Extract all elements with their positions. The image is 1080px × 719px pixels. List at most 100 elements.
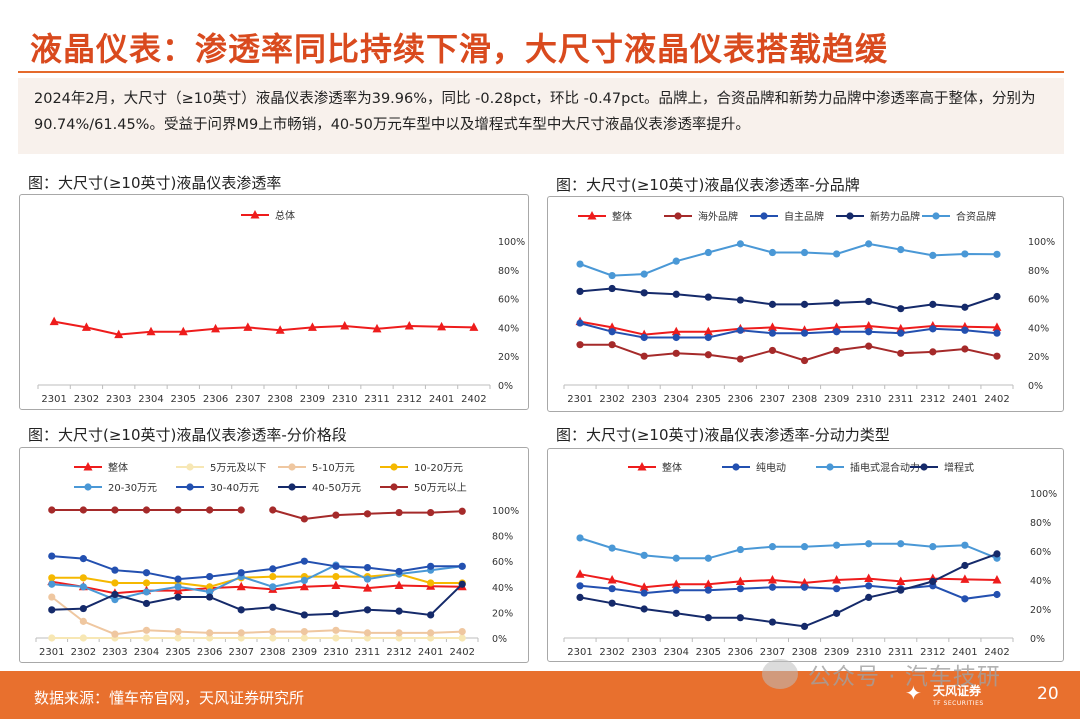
series-合资品牌	[576, 240, 1001, 280]
data-point	[833, 541, 841, 549]
series-整体	[575, 316, 1002, 339]
series-line	[579, 573, 998, 589]
data-point	[961, 303, 969, 311]
data-point	[142, 599, 151, 608]
data-point	[142, 579, 151, 587]
data-point	[395, 634, 403, 642]
data-point	[993, 329, 1001, 337]
data-point	[332, 634, 340, 642]
data-point	[300, 611, 308, 619]
series-海外品牌	[576, 341, 1001, 365]
x-tick-label: 2301	[41, 394, 66, 405]
legend-item: 合资品牌	[922, 210, 996, 223]
series-30-40万元	[48, 552, 466, 583]
data-point	[300, 634, 308, 642]
data-point	[960, 574, 970, 583]
data-point	[833, 609, 841, 617]
data-point	[142, 588, 151, 596]
data-point	[864, 320, 874, 330]
data-point	[363, 583, 372, 592]
legend-marker	[760, 212, 768, 220]
data-point	[332, 610, 340, 618]
chart-title-by-powertrain: 图：大尺寸(≥10英寸)液晶仪表渗透率-分动力类型	[556, 426, 890, 444]
y-tick-label: 20%	[1030, 605, 1051, 616]
data-point	[768, 618, 777, 626]
data-point	[800, 543, 809, 551]
y-tick-label: 20%	[498, 352, 519, 363]
legend-item: 新势力品牌	[836, 210, 920, 223]
data-point	[608, 544, 616, 552]
data-point	[404, 320, 414, 330]
data-point	[735, 576, 745, 585]
data-point	[332, 626, 340, 634]
footer-bar: 数据来源：懂车帝官网，天风证券研究所 20	[0, 671, 1080, 719]
legend-marker	[637, 462, 647, 471]
data-point	[897, 540, 905, 548]
data-point	[640, 270, 648, 278]
x-tick-label: 2401	[429, 394, 454, 405]
x-tick-label: 2312	[397, 394, 422, 405]
data-point	[897, 349, 905, 357]
legend-label: 整体	[108, 461, 128, 474]
data-point	[736, 614, 744, 622]
series-line	[51, 555, 463, 581]
data-point	[640, 589, 648, 597]
x-tick-label: 2307	[235, 394, 260, 405]
data-point	[864, 573, 874, 583]
data-point	[427, 579, 435, 587]
data-point	[896, 323, 906, 333]
x-tick-label: 2309	[824, 394, 849, 405]
data-point	[929, 543, 937, 551]
series-line	[579, 584, 998, 600]
data-point	[768, 329, 777, 337]
data-point	[672, 349, 680, 357]
chart-panel-by-powertrain: 整体 纯电动 插电式混合动力 增程式 2301 2302 2303 2304 2305 2306 2…	[547, 448, 1064, 662]
y-tick-label: 0%	[1028, 381, 1043, 392]
chart-panel-by-brand: 整体 海外品牌 自主品牌 新势力品牌 合资品牌 2301 2302 2303 2304 2305 2…	[547, 196, 1064, 412]
summary-text: 2024年2月，大尺寸（≥10英寸）液晶仪表渗透率为39.96%，同比 -0.2…	[34, 91, 1036, 133]
data-point	[372, 323, 382, 333]
x-tick-label: 2301	[567, 394, 592, 405]
data-point	[206, 583, 214, 591]
data-point	[300, 515, 308, 523]
data-point	[79, 617, 87, 625]
legend-item: 整体	[628, 461, 682, 474]
data-point	[363, 510, 372, 518]
data-point	[269, 565, 277, 573]
data-point	[437, 321, 447, 331]
data-point	[865, 240, 873, 248]
series-5万元及以下	[48, 634, 466, 642]
data-point	[736, 326, 744, 334]
data-point	[576, 319, 584, 327]
data-point	[704, 351, 712, 359]
chart-panel-by-price: 整体 5万元及以下 5-10万元 10-20万元 20-30万元 30-40万元 40-50…	[19, 447, 529, 663]
data-point	[111, 590, 119, 599]
y-tick-label: 60%	[1030, 547, 1051, 558]
data-point	[897, 246, 905, 254]
data-point	[833, 299, 841, 307]
data-point	[704, 614, 712, 622]
x-tick-label: 2309	[824, 647, 849, 658]
x-tick-label: 2303	[102, 647, 127, 658]
legend-item: 海外品牌	[664, 210, 738, 223]
x-tick-label: 2302	[599, 394, 624, 405]
legend-item: 纯电动	[722, 461, 786, 474]
data-point	[576, 341, 584, 349]
x-tick-label: 2304	[138, 394, 163, 405]
data-point	[672, 290, 680, 298]
x-tick-label: 2305	[165, 647, 190, 658]
x-tick-label: 2309	[300, 394, 325, 405]
chart-title-overall: 图：大尺寸(≥10英寸)液晶仪表渗透率	[28, 174, 282, 192]
legend-item: 10-20万元	[380, 463, 463, 474]
data-point	[767, 575, 777, 584]
data-point	[111, 506, 119, 514]
data-point	[299, 581, 309, 591]
data-point	[576, 287, 584, 295]
data-point	[363, 564, 372, 572]
data-point	[640, 289, 648, 297]
series-line	[51, 580, 463, 595]
x-tick-label: 2301	[39, 647, 64, 658]
data-point	[961, 250, 969, 258]
data-point	[174, 634, 182, 642]
legend-marker	[846, 212, 854, 220]
